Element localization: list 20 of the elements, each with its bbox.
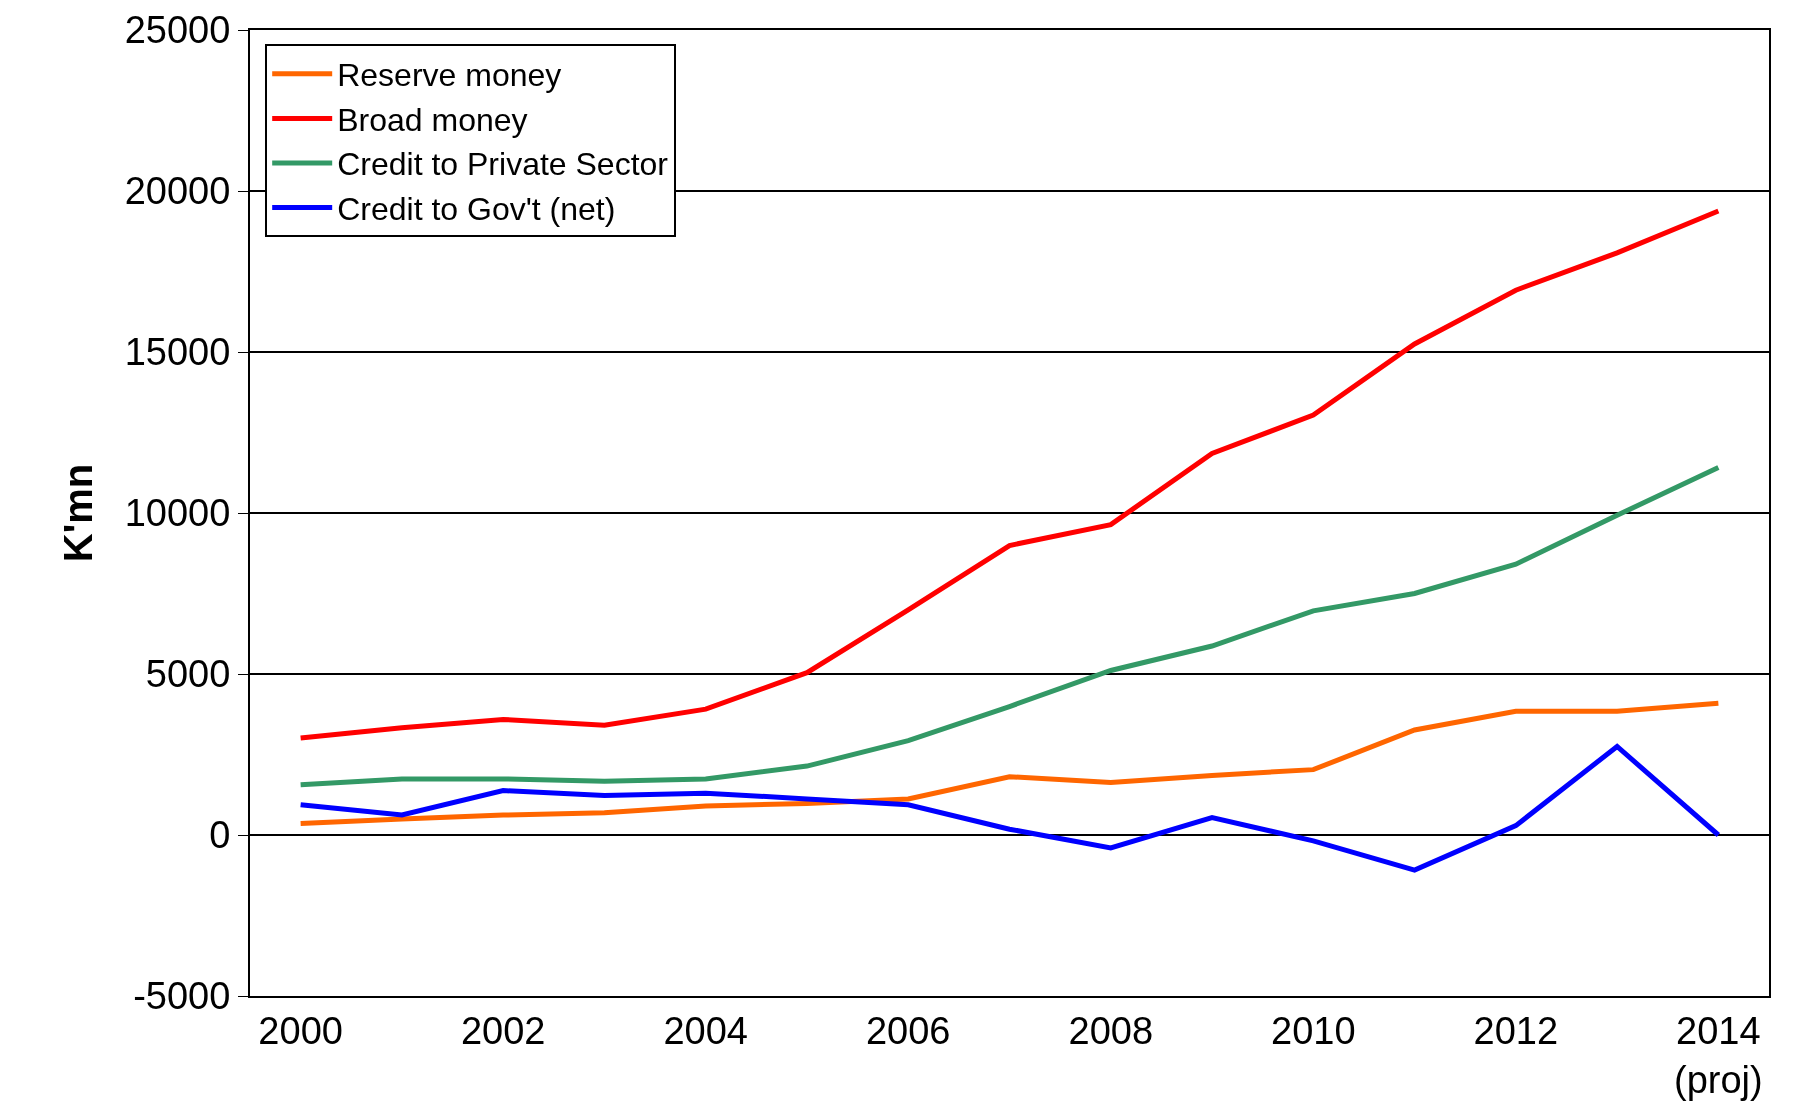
y-tick-label: -5000 [133, 975, 231, 1018]
x-tick-label: 2002 [460, 1009, 546, 1052]
y-tick-label: 10000 [124, 492, 231, 535]
y-tick-label: 0 [209, 814, 231, 857]
legend-label: Reserve money [337, 57, 562, 94]
y-tick-label: 20000 [124, 170, 231, 213]
y-tick-label: 25000 [124, 9, 231, 52]
x-tick-label: 2008 [1068, 1009, 1154, 1052]
legend-label: Credit to Private Sector [337, 146, 669, 183]
y-tick-label: 5000 [145, 653, 231, 696]
x-tick-label: 2004 [663, 1009, 748, 1052]
legend-label: Credit to Gov't (net) [337, 191, 616, 228]
x-tick-label: 2014 (proj) [1674, 1009, 1763, 1101]
y-tick-label: 15000 [124, 331, 231, 374]
x-tick-label: 2012 [1473, 1009, 1559, 1052]
x-tick-label: 2000 [258, 1009, 343, 1052]
x-tick-label: 2006 [865, 1009, 951, 1052]
x-tick-label: 2010 [1271, 1009, 1356, 1052]
y-axis-title: K'mn [55, 463, 100, 563]
legend-label: Broad money [337, 101, 528, 138]
